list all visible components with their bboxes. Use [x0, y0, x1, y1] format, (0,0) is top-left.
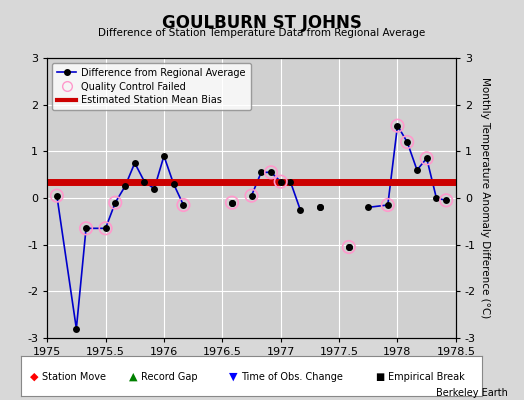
Point	[364, 204, 373, 210]
Point	[111, 200, 119, 206]
Point	[52, 192, 61, 199]
Point	[82, 225, 90, 232]
Point	[315, 204, 324, 210]
Point	[394, 122, 402, 129]
Point	[286, 178, 294, 185]
Point	[267, 169, 275, 176]
Text: Berkeley Earth: Berkeley Earth	[436, 388, 508, 398]
Text: GOULBURN ST JOHNS: GOULBURN ST JOHNS	[162, 14, 362, 32]
Text: Station Move: Station Move	[42, 372, 106, 382]
Point	[257, 169, 265, 176]
Point	[422, 155, 431, 162]
Point	[442, 197, 451, 204]
Text: ▼: ▼	[229, 372, 237, 382]
Point	[228, 200, 236, 206]
Text: Time of Obs. Change: Time of Obs. Change	[241, 372, 343, 382]
Point	[345, 244, 353, 250]
Point	[111, 200, 119, 206]
Point	[277, 178, 285, 185]
Point	[413, 167, 421, 173]
Text: ■: ■	[375, 372, 385, 382]
Point	[403, 139, 411, 145]
Point	[422, 155, 431, 162]
Point	[345, 244, 353, 250]
Point	[394, 122, 402, 129]
Point	[121, 183, 129, 190]
Point	[140, 178, 149, 185]
Point	[179, 202, 188, 208]
Point	[169, 181, 178, 187]
Point	[101, 225, 110, 232]
Point	[384, 202, 392, 208]
Point	[267, 169, 275, 176]
Point	[432, 195, 441, 201]
Y-axis label: Monthly Temperature Anomaly Difference (°C): Monthly Temperature Anomaly Difference (…	[480, 77, 490, 319]
Point	[150, 186, 158, 192]
Point	[228, 200, 236, 206]
Point	[345, 244, 353, 250]
Point	[160, 153, 168, 159]
Text: Difference of Station Temperature Data from Regional Average: Difference of Station Temperature Data f…	[99, 28, 425, 38]
Text: Record Gap: Record Gap	[141, 372, 198, 382]
Text: Empirical Break: Empirical Break	[388, 372, 464, 382]
Text: ◆: ◆	[30, 372, 38, 382]
Point	[130, 160, 139, 166]
Point	[247, 192, 256, 199]
Point	[52, 192, 61, 199]
Point	[72, 326, 81, 332]
Point	[82, 225, 90, 232]
Legend: Difference from Regional Average, Quality Control Failed, Estimated Station Mean: Difference from Regional Average, Qualit…	[52, 63, 250, 110]
Point	[384, 202, 392, 208]
Point	[228, 200, 236, 206]
Point	[403, 139, 411, 145]
Point	[179, 202, 188, 208]
Point	[277, 178, 285, 185]
Point	[442, 197, 451, 204]
Point	[247, 192, 256, 199]
Point	[315, 204, 324, 210]
Text: ▲: ▲	[129, 372, 138, 382]
Point	[101, 225, 110, 232]
Point	[296, 206, 304, 213]
